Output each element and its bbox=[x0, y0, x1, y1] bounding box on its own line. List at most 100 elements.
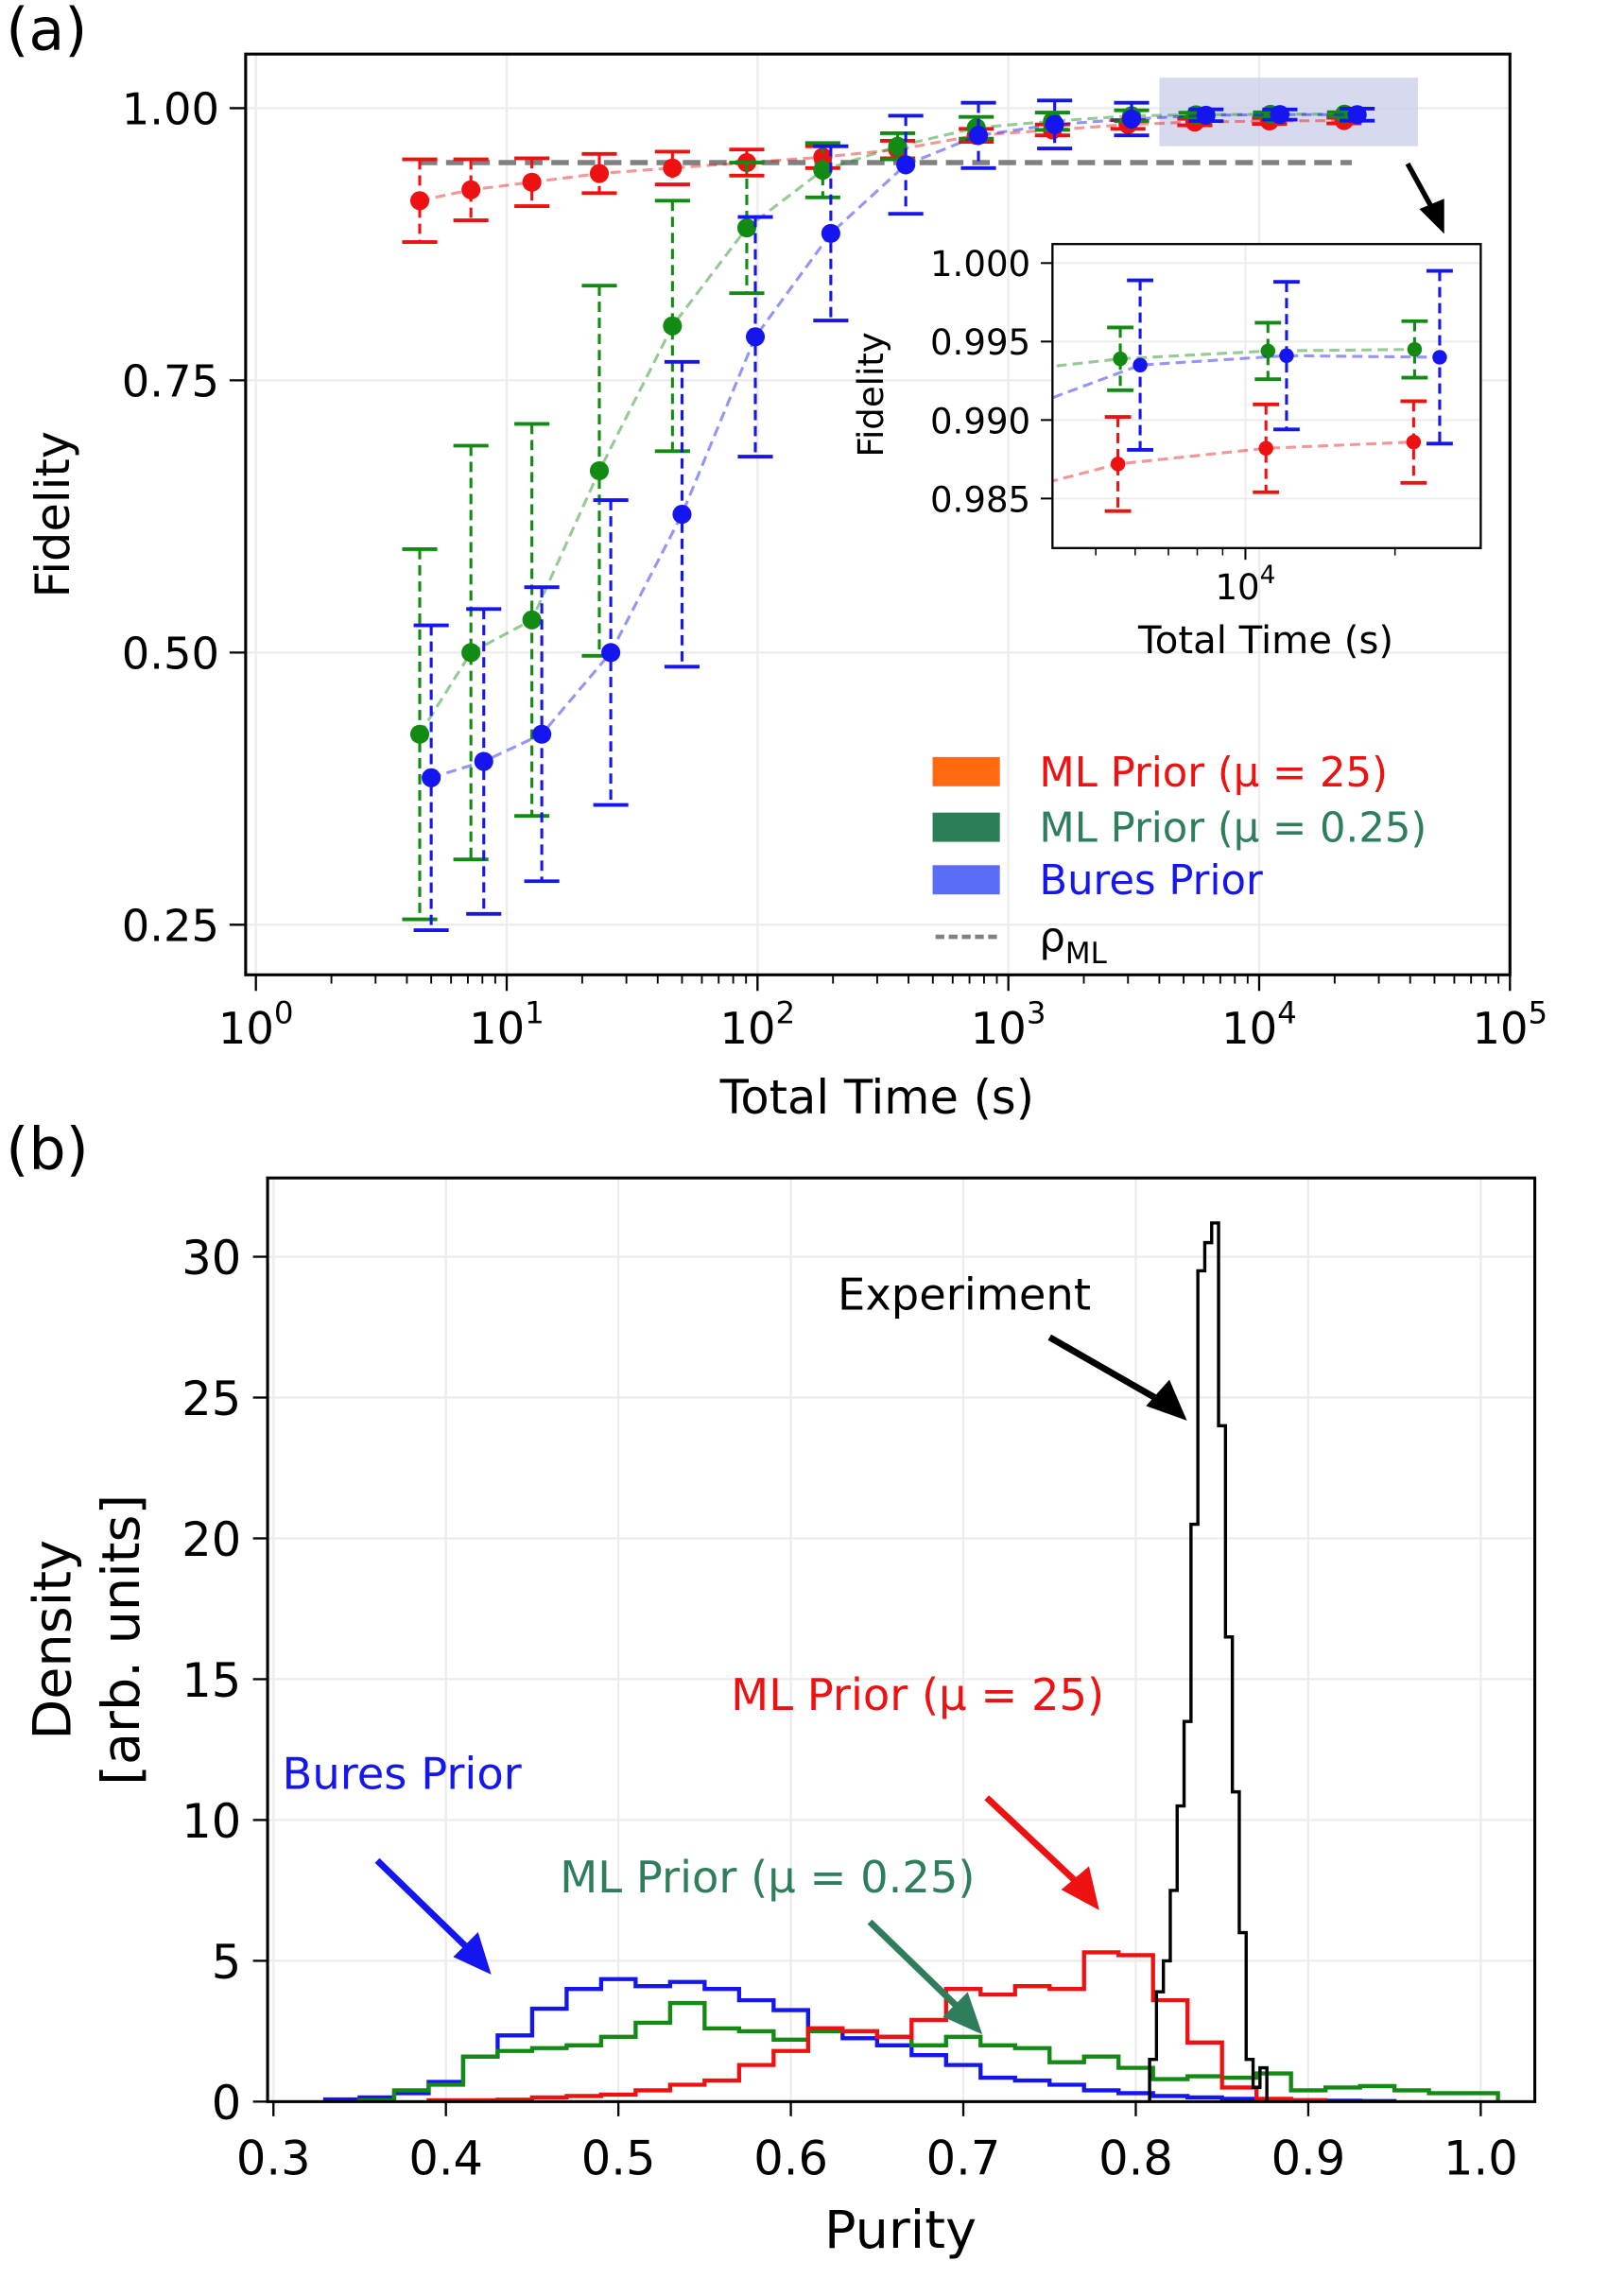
annotation-arrow bbox=[867, 1919, 967, 2017]
data-point-green bbox=[813, 161, 833, 181]
x-tick-label: 103 bbox=[971, 994, 1046, 1054]
legend-text: ρ bbox=[1039, 915, 1064, 962]
y-tick-label: 10 bbox=[182, 1794, 241, 1849]
tick-base: 10 bbox=[469, 1003, 525, 1054]
x-tick-label: 0.5 bbox=[581, 2132, 656, 2186]
y-tick-label: 0.25 bbox=[122, 900, 219, 951]
x-tick-label: 100 bbox=[218, 994, 294, 1054]
data-point-blue bbox=[1432, 350, 1447, 365]
data-point-blue bbox=[896, 155, 916, 175]
inset-arrow bbox=[1405, 162, 1435, 211]
x-tick-label: 104 bbox=[1221, 994, 1297, 1054]
data-point-green bbox=[589, 460, 610, 481]
legend-patch bbox=[932, 812, 1000, 842]
legend-patch bbox=[932, 865, 1000, 895]
y-tick-label: 25 bbox=[182, 1372, 241, 1426]
data-point-green bbox=[1260, 343, 1275, 359]
y-tick-label: 0.50 bbox=[122, 628, 219, 679]
data-point-blue bbox=[474, 751, 493, 771]
data-point-green bbox=[1407, 341, 1423, 357]
data-point-green bbox=[461, 643, 481, 663]
data-point-blue bbox=[1121, 109, 1142, 129]
annotation-arrow bbox=[1047, 1334, 1171, 1409]
fit-line-blue bbox=[430, 112, 1357, 780]
data-point-blue bbox=[672, 505, 692, 525]
legend-subscript: ML bbox=[1065, 937, 1108, 971]
y-tick-label: 5 bbox=[212, 1935, 241, 1990]
y-tick-label: 0.75 bbox=[122, 355, 219, 406]
annotation-arrow bbox=[984, 1795, 1087, 1892]
data-point-red bbox=[663, 158, 683, 178]
y-tick-label: 15 bbox=[182, 1653, 241, 1708]
y-tick-label: 20 bbox=[182, 1512, 241, 1567]
annotation-arrow-head bbox=[1061, 1866, 1099, 1910]
x-tick-label: 1.0 bbox=[1444, 2132, 1518, 2186]
fit-line-blue bbox=[1052, 354, 1440, 400]
x-tick-label: 0.7 bbox=[926, 2132, 1001, 2186]
data-point-red bbox=[522, 172, 542, 192]
tick-exponent: 3 bbox=[1027, 994, 1046, 1030]
data-point-blue bbox=[745, 327, 766, 347]
histogram-blue bbox=[322, 1977, 1397, 2102]
y-tick-label: 0 bbox=[212, 2076, 241, 2131]
legend-label: ρML bbox=[1039, 915, 1107, 971]
inset-y-tick-label: 0.990 bbox=[930, 401, 1030, 441]
tick-exponent: 2 bbox=[776, 994, 796, 1030]
data-point-green bbox=[663, 316, 683, 336]
histogram-red bbox=[426, 1950, 1328, 2102]
x-tick-label: 0.9 bbox=[1271, 2132, 1346, 2186]
histogram-marks bbox=[322, 1221, 1500, 2102]
x-tick-label: 0.8 bbox=[1098, 2132, 1173, 2186]
data-point-red bbox=[813, 147, 833, 167]
tick-base: 10 bbox=[1215, 567, 1259, 608]
legend-text: ML Prior (μ = 0.25) bbox=[1039, 805, 1426, 853]
panel-b: 0.3 0.4 0.5 0.6 0.7 0.8 0.9 1.0 0 5 10 15 20 25 30 Puri… bbox=[22, 1176, 1537, 2261]
inset-arrow-head bbox=[1419, 199, 1444, 234]
x-tick-label: 105 bbox=[1472, 994, 1547, 1054]
tick-base: 10 bbox=[971, 1003, 1027, 1054]
data-point-blue bbox=[1196, 105, 1216, 125]
inset-y-axis-label: Fidelity bbox=[851, 332, 891, 457]
inset-x-axis-label: Total Time (s) bbox=[1137, 619, 1393, 663]
x-tick-label: 0.3 bbox=[236, 2132, 311, 2186]
fit-line-green bbox=[1052, 348, 1415, 369]
tick-base: 10 bbox=[1221, 1003, 1277, 1054]
inset-frame bbox=[1051, 243, 1482, 549]
tick-exponent: 0 bbox=[274, 994, 294, 1030]
tick-exponent: 4 bbox=[1260, 561, 1276, 590]
panel-a: 100 101 102 103 104 1050.250.500.751.00Total … bbox=[26, 52, 1547, 1125]
inset-y-tick-label: 1.000 bbox=[930, 244, 1030, 285]
legend-patch bbox=[932, 756, 1000, 786]
data-point-blue bbox=[968, 126, 989, 146]
data-point-red bbox=[1110, 457, 1126, 472]
legend-label: ML Prior (μ = 0.25) bbox=[1039, 805, 1426, 853]
y-axis-label: Fidelity bbox=[26, 431, 80, 598]
data-point-green bbox=[736, 218, 757, 238]
inset-y-tick-label: 0.985 bbox=[930, 479, 1030, 520]
y-tick-label: 30 bbox=[182, 1231, 241, 1286]
annotation-arrow-head bbox=[942, 1992, 983, 2035]
panel-label-b: (b) bbox=[6, 1115, 89, 1183]
axes-frame bbox=[266, 1176, 1537, 2103]
data-point-green bbox=[522, 610, 542, 630]
histogram-green bbox=[357, 2000, 1500, 2102]
data-point-blue bbox=[1270, 105, 1289, 125]
legend-text: ML Prior (μ = 25) bbox=[1039, 750, 1388, 797]
legend-label: Bures Prior bbox=[1039, 857, 1263, 905]
annotation-label: Bures Prior bbox=[283, 1748, 523, 1799]
tick-exponent: 1 bbox=[525, 994, 545, 1030]
inset-marks bbox=[1052, 268, 1453, 513]
tick-base: 10 bbox=[1472, 1003, 1528, 1054]
data-point-blue bbox=[1133, 357, 1148, 372]
annotation-arrow-head bbox=[1146, 1379, 1187, 1421]
data-point-green bbox=[409, 724, 430, 744]
data-point-red bbox=[1406, 434, 1422, 450]
data-point-green bbox=[1113, 351, 1128, 367]
data-point-blue bbox=[821, 223, 840, 243]
inset-x-tick-label: 104 bbox=[1215, 561, 1275, 608]
annotation-label: ML Prior (μ = 25) bbox=[731, 1669, 1104, 1720]
data-point-blue bbox=[1045, 114, 1064, 134]
x-axis-label: Total Time (s) bbox=[719, 1070, 1034, 1125]
tick-exponent: 5 bbox=[1528, 994, 1547, 1030]
